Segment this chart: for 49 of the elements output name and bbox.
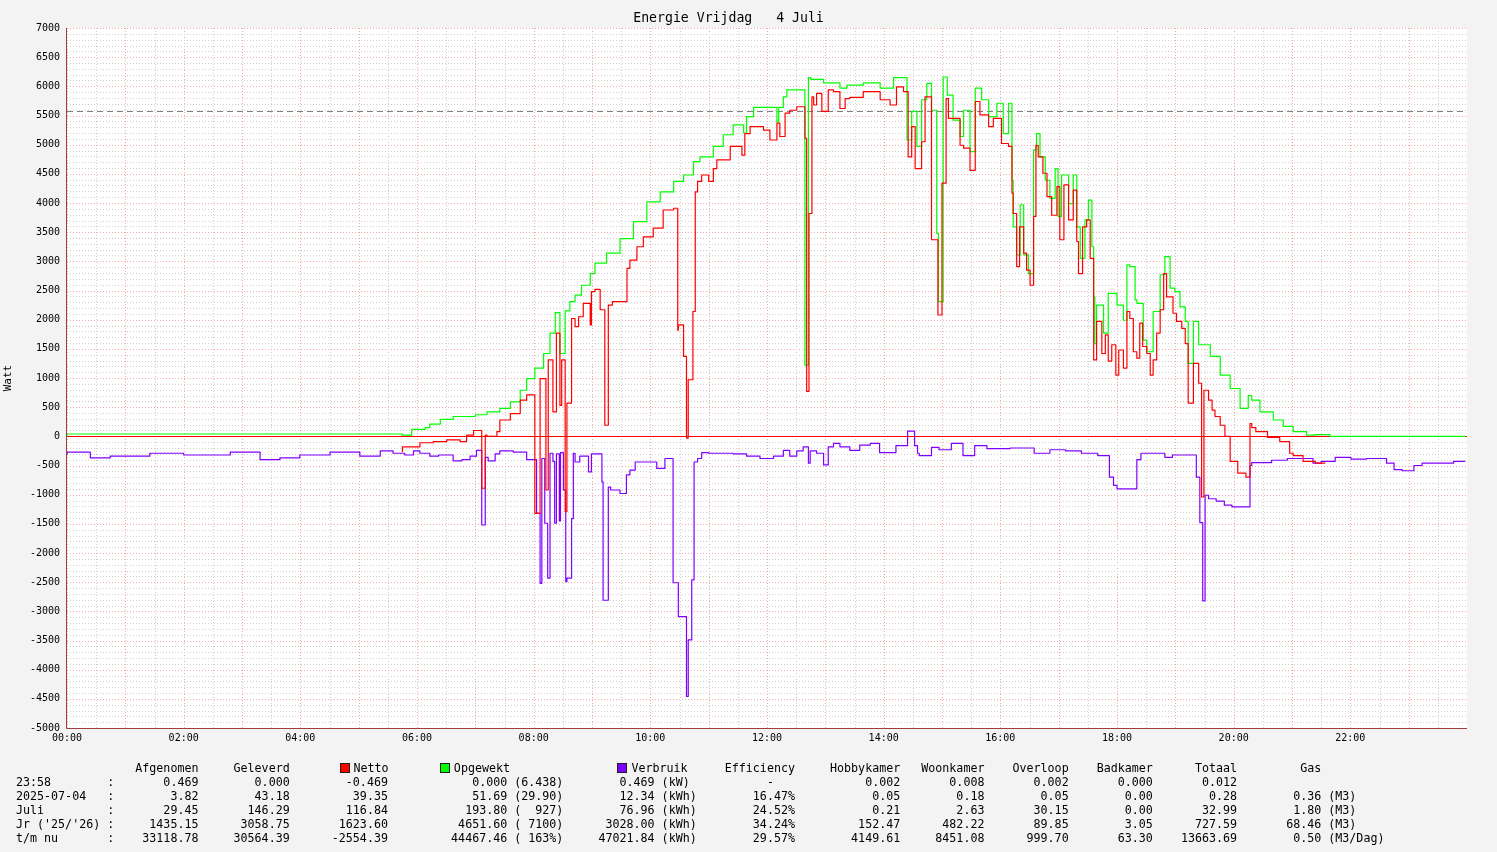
x-tick-label: 14:00 (868, 731, 899, 743)
text: 23:58 : 0.469 0.000 -0.469 0.000 (6.438) 0.469 (kW) - 0.002 0.008 0.002 0.000 0.012 (16, 775, 1239, 789)
y-tick-label: -1000 (29, 488, 60, 500)
y-tick-label: -3500 (29, 634, 60, 646)
y-tick-label: 5500 (35, 109, 60, 121)
x-tick-label: 12:00 (751, 731, 783, 743)
y-tick-label: 2000 (35, 313, 60, 325)
y-tick-label: 4500 (35, 167, 60, 179)
y-tick-label: 6000 (35, 79, 60, 91)
y-tick-label: 7000 (35, 21, 60, 33)
x-tick-label: 20:00 (1218, 731, 1249, 743)
y-tick-label: 6500 (35, 50, 60, 62)
y-tick-label: 500 (41, 400, 60, 412)
legend-label: Verbruik (631, 761, 688, 775)
x-tick-label: 10:00 (635, 731, 666, 743)
y-tick-label: 4000 (35, 196, 60, 208)
text: 2025-07-04 : 3.82 43.18 39.35 51.69 (29.90) 12.34 (kWh) 16.47% 0.05 0.18 0.05 0.00 0.28 0.36 (M3) (16, 789, 1358, 803)
y-tick-label: -2000 (29, 546, 60, 558)
y-tick-label: -3000 (29, 604, 60, 616)
y-tick-label: -5000 (29, 721, 60, 733)
text: Juli : 29.45 146.29 116.84 193.80 ( 927) 76.96 (kWh) 24.52% 0.21 2.63 30.15 0.00 32.99 1.80 (M3) (16, 803, 1358, 817)
y-tick-label: 3000 (35, 254, 60, 266)
chart-title: Energie Vrijdag 4 Juli (633, 10, 824, 26)
text: Afgenomen Geleverd (135, 761, 290, 775)
y-tick-label: 1500 (35, 342, 60, 354)
x-tick-label: 06:00 (401, 731, 433, 743)
y-tick-label: -4500 (29, 692, 60, 704)
x-tick-label: 08:00 (518, 731, 549, 743)
text: Jr ('25/'26) : 1435.15 3058.75 1623.60 4651.60 ( 7100) 3028.00 (kWh) 34.24% 152.47 482.22 89.85 3.05 727.59 68.46 (M3) (16, 817, 1358, 831)
text: Efficiency Hobbykamer Woonkamer Overloop Badkamer Totaal Gas (724, 761, 1322, 775)
y-tick-label: 1000 (35, 371, 60, 383)
text: t/m nu : 33118.78 30564.39 -2554.39 44467.46 ( 163%) 47021.84 (kWh) 29.57% 4149.61 8451.08 999.70 63.30 13663.69 0.50 (M3/Dag) (16, 831, 1386, 845)
y-tick-label: 2500 (35, 284, 60, 296)
x-tick-label: 22:00 (1335, 731, 1366, 743)
y-tick-label: 0 (53, 429, 60, 441)
x-tick-label: 00:00 (51, 731, 83, 743)
legend-label: Netto (353, 761, 389, 775)
legend-label: Opgewekt (453, 761, 511, 775)
y-tick-label: -2500 (29, 575, 60, 587)
x-tick-label: 18:00 (1101, 731, 1133, 743)
y-tick-label: 5000 (35, 138, 60, 150)
y-tick-label: 3500 (35, 225, 60, 237)
y-tick-label: -4000 (29, 663, 60, 675)
y-axis-title: Watt (1, 364, 15, 392)
x-tick-label: 02:00 (168, 731, 199, 743)
x-tick-label: 16:00 (985, 731, 1016, 743)
y-tick-label: -1500 (29, 517, 60, 529)
x-tick-label: 04:00 (285, 731, 316, 743)
y-tick-label: -500 (35, 459, 60, 471)
